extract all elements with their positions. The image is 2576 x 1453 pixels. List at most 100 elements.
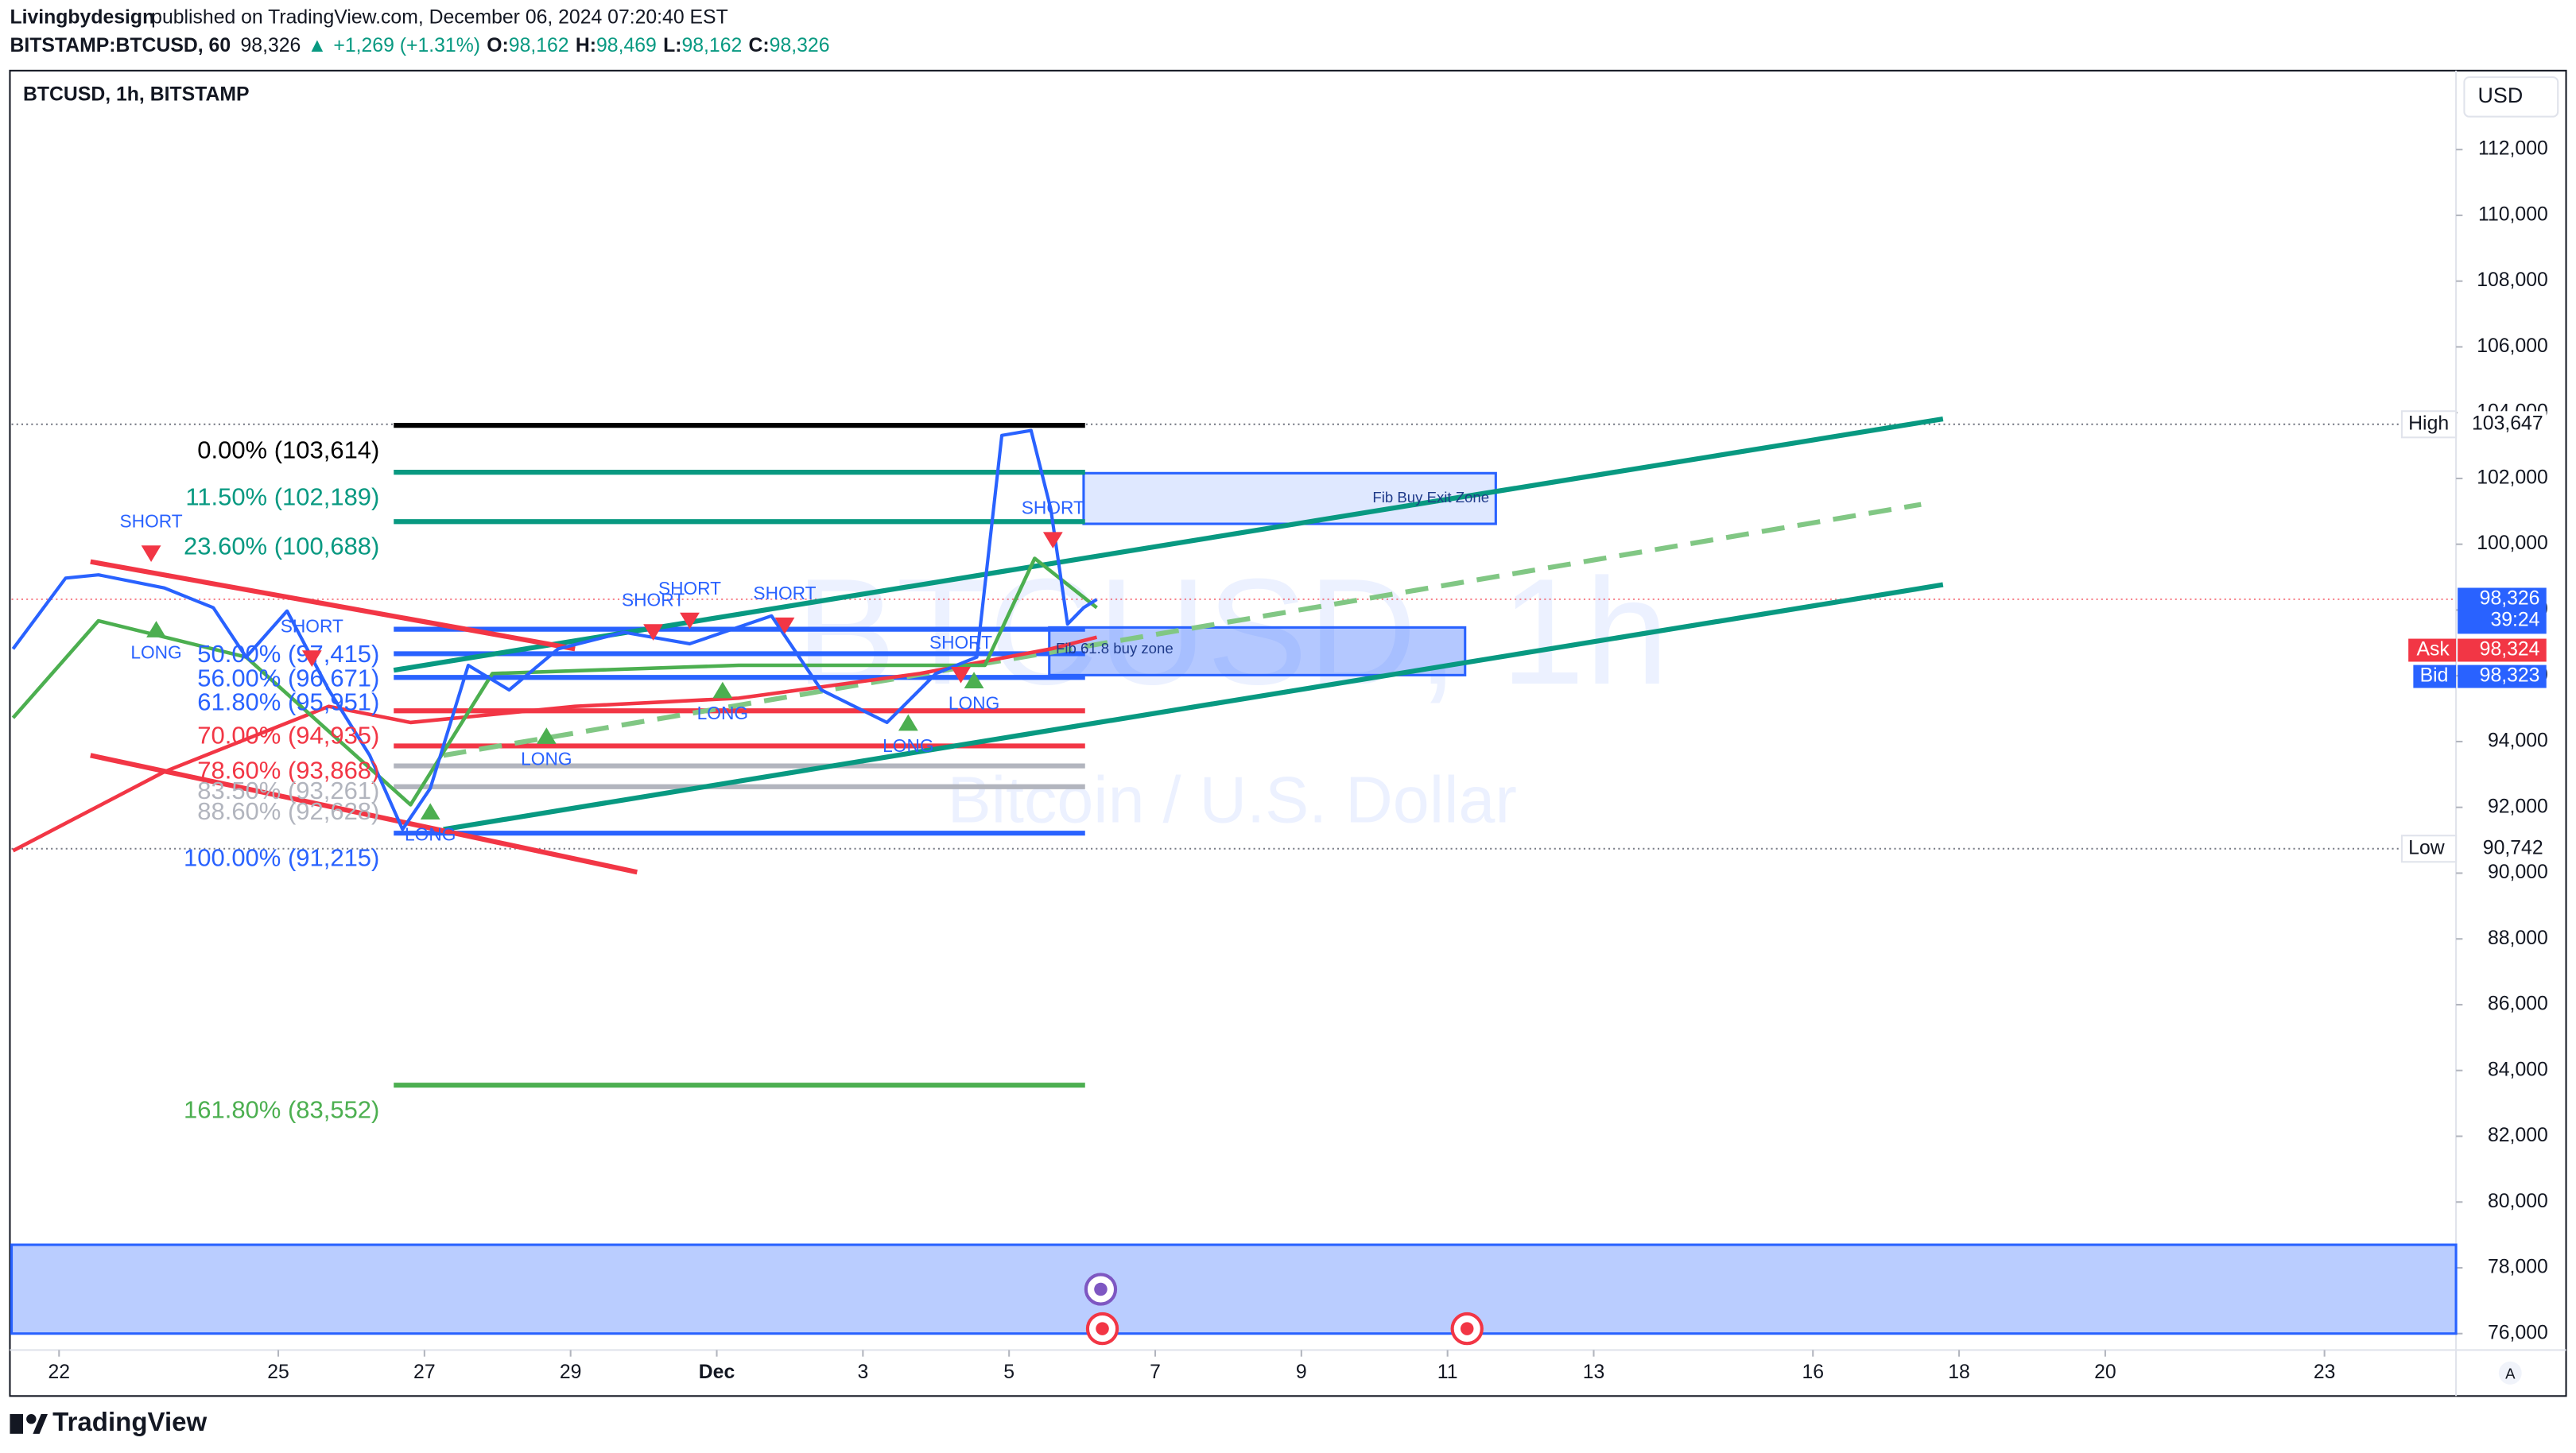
currency-button[interactable]	[2463, 76, 2559, 118]
y-tick-label: 86,000	[2488, 994, 2548, 1015]
symbol-line: BITSTAMP:BTCUSD, 60 98,326 ▲ +1,269 (+1.31%…	[10, 34, 829, 56]
trendline	[90, 559, 576, 652]
price-series	[11, 428, 1098, 831]
bid-name: Bid	[2420, 665, 2449, 687]
ask-name-box	[2408, 638, 2457, 662]
price-series	[12, 635, 1098, 853]
event-icon-dot	[1094, 1282, 1108, 1296]
x-tick-label: 9	[1296, 1362, 1307, 1383]
x-tick-label: 13	[1583, 1362, 1605, 1383]
trendline	[443, 582, 1944, 832]
y-tick-label: 84,000	[2488, 1059, 2548, 1080]
price-name: Low	[2408, 837, 2445, 858]
price-box	[2458, 835, 2547, 862]
x-tick-label: 3	[857, 1362, 868, 1383]
signal-label: LONG	[697, 703, 748, 723]
ohlc-value: 98,326	[770, 34, 830, 56]
price-name-box	[2400, 835, 2458, 863]
price-name: High	[2408, 413, 2449, 434]
x-tick-label: 16	[1802, 1362, 1824, 1383]
ohlc-value: 98,162	[509, 34, 569, 56]
signal-label: LONG	[521, 749, 572, 769]
change: +1,269 (+1.31%)	[333, 34, 480, 56]
x-tick-label: 20	[2094, 1362, 2116, 1383]
short-signal	[643, 624, 663, 641]
x-tick-label: 29	[560, 1362, 582, 1383]
y-tick-label: 82,000	[2488, 1125, 2548, 1146]
ohlc-label: H:	[576, 34, 596, 56]
ohlc-label: C:	[749, 34, 770, 56]
fib-label: 83.50% (93,261)	[197, 777, 379, 804]
fib-label: 78.60% (93,868)	[197, 757, 379, 785]
event-icon-dot	[1460, 1322, 1474, 1335]
x-tick-label: Dec	[699, 1362, 735, 1383]
short-signal	[1042, 532, 1063, 549]
scale-button[interactable]	[2498, 1361, 2522, 1385]
y-tick-label: 112,000	[2478, 138, 2548, 160]
fib-label: 100.00% (91,215)	[184, 843, 379, 871]
long-signal	[898, 714, 918, 731]
y-tick-label: 90,000	[2488, 862, 2548, 883]
last-price: 98,326	[241, 34, 301, 56]
fib-label: 56.00% (96,671)	[197, 665, 379, 692]
price-series	[11, 556, 1098, 807]
publisher: Livingbydesign	[10, 6, 154, 28]
y-tick-label: 76,000	[2488, 1322, 2548, 1343]
currency[interactable]: USD	[2478, 83, 2524, 107]
fib-label: 61.80% (95,951)	[197, 688, 379, 715]
drawing-layer	[11, 416, 1944, 1088]
long-signal	[536, 727, 557, 744]
fib-label: 0.00% (103,614)	[197, 436, 379, 463]
brand: TradingView	[52, 1408, 207, 1437]
signal-label: LONG	[405, 824, 456, 845]
symbol: BITSTAMP:BTCUSD, 60	[10, 34, 231, 56]
background-layer: BTCUSD, 1h Bitcoin / U.S. Dollar 76,000 78,…	[10, 138, 2548, 1383]
y-tick-label: 106,000	[2477, 335, 2548, 357]
y-tick-label: 78,000	[2488, 1257, 2548, 1278]
y-tick-label: 92,000	[2488, 796, 2548, 817]
zone	[1082, 471, 1497, 525]
scale-mode[interactable]: A	[2505, 1365, 2516, 1381]
zone	[1048, 626, 1467, 676]
short-signal	[774, 617, 795, 634]
ask-tag: Ask 98,324	[2408, 638, 2547, 662]
zone	[10, 1243, 2458, 1335]
signal-label: SHORT	[929, 632, 992, 653]
chart-frame	[9, 69, 2567, 1397]
ohlc-value: 98,162	[681, 34, 742, 56]
short-signal	[301, 650, 322, 667]
signal-label: LONG	[130, 641, 181, 662]
signal-label: LONG	[949, 693, 999, 714]
signal-label: SHORT	[281, 615, 343, 636]
fib-label: 23.60% (100,688)	[184, 532, 379, 560]
brand-logo	[10, 1414, 48, 1434]
long-signal	[964, 672, 984, 688]
short-signal	[141, 545, 161, 562]
bid-value: 98,323	[2480, 665, 2540, 687]
zone-label: Fib Buy Exit Zone	[1372, 489, 1489, 506]
signal-label: SHORT	[120, 510, 183, 531]
fib-label: 88.60% (92,628)	[197, 797, 379, 825]
y-tick-label: 94,000	[2488, 730, 2548, 752]
countdown: 39:24	[2490, 609, 2539, 630]
x-tick-label: 11	[1437, 1362, 1458, 1383]
x-tick-label: 22	[48, 1362, 70, 1383]
y-tick-label: 102,000	[2477, 467, 2548, 488]
x-tick-label: 27	[413, 1362, 436, 1383]
y-tick-label: 88,000	[2488, 928, 2548, 949]
ask-box	[2458, 638, 2547, 662]
fib-label: 161.80% (83,552)	[184, 1096, 379, 1124]
signal-label: SHORT	[622, 589, 685, 610]
trendline	[90, 753, 638, 875]
x-tick-label: 7	[1150, 1362, 1161, 1383]
short-signal	[951, 666, 971, 684]
zone-label: Fib 61.8 buy zone	[1056, 640, 1174, 657]
trendline	[443, 502, 1922, 758]
ask-value: 98,324	[2480, 639, 2540, 661]
price-value: 90,742	[2483, 837, 2543, 858]
long-signal	[420, 803, 440, 820]
y-tick-label: 108,000	[2477, 269, 2548, 291]
signal-label: SHORT	[658, 578, 721, 599]
